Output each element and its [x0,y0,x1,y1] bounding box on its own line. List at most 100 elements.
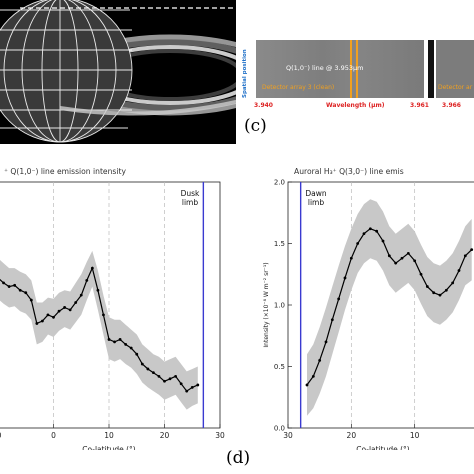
data-point [406,251,410,255]
data-point [425,285,429,288]
data-point [349,256,353,260]
data-point [438,293,442,297]
y-tick-label: 2.0 [274,179,285,187]
data-point [2,281,5,285]
spectrum-y-label: Spatial position [242,49,248,98]
data-point [444,288,448,292]
x-tick-label: 20 [347,431,357,440]
detector-array-left: Q(1,0⁻) line @ 3.953μm Detector array 3 … [256,40,424,98]
q10-line-marker-1 [350,40,352,98]
x-tick-label: 30 [215,431,225,440]
data-point [400,256,404,260]
y-tick-label: 0.0 [274,425,285,433]
data-point [413,259,417,263]
chart-dusk: ⁺ Q(1,0⁻) line emission intensity Dusklim… [0,167,225,450]
data-point [305,383,309,387]
data-point [368,227,372,231]
data-point [163,379,166,383]
limb-label: limb [308,198,324,207]
wavelength-tick-mid: 3.961 [410,102,429,109]
data-point [118,338,122,341]
data-point [102,313,105,317]
x-tick-label: 20 [160,431,170,440]
data-point [463,254,467,258]
data-point [362,232,366,236]
data-point [57,309,61,313]
spectrum-y-axis: Spatial position [242,40,252,100]
chart-title: ⁺ Q(1,0⁻) line emission intensity [4,167,126,176]
data-point [68,308,72,312]
data-point [394,261,398,265]
data-point [190,386,194,389]
data-point [470,248,474,252]
limb-label: limb [182,198,198,207]
y-tick-label: 1.0 [274,302,285,310]
x-tick-label: 30 [283,431,293,440]
data-point [157,374,161,378]
data-point [96,288,100,292]
data-point [330,318,334,322]
data-point [146,367,150,371]
detector-gap [428,40,434,98]
data-point [46,313,50,317]
data-point [35,322,39,325]
detector-array-right: Detector ar [436,40,474,98]
panel-label-d: (d) [226,448,251,468]
x-tick-label-partial: 0 [0,431,2,440]
q10-line-marker-2 [356,40,358,98]
x-tick-label: 10 [410,431,420,440]
data-point [85,279,89,282]
panel-label-c: (c) [244,116,267,136]
data-point [52,315,55,319]
data-point [90,266,94,270]
data-point [375,229,379,233]
data-point [140,362,144,366]
wavelength-tick-left: 3.940 [254,102,273,109]
data-point [432,291,436,295]
data-point [7,285,11,288]
data-point [185,389,189,393]
limb-label: Dawn [305,189,327,198]
x-tick-label: 0 [51,431,56,440]
data-point [419,272,423,276]
data-point [343,276,347,280]
detector-right-label: Detector ar [438,84,473,91]
data-point [74,301,78,304]
data-point [135,352,139,356]
data-point [113,340,116,344]
saturn-illustration [0,0,236,143]
data-point [311,374,315,378]
data-point [174,374,178,378]
data-point [29,298,33,302]
data-point [13,283,17,287]
data-point [356,242,360,245]
y-tick-label: 1.5 [274,240,285,248]
data-point [179,382,183,386]
data-point [24,291,28,295]
data-point [196,383,200,387]
data-point [168,377,172,381]
data-point [63,306,66,309]
x-axis-label: Co-latitude (°) [356,445,410,450]
wavelength-tick-right: 3.966 [442,102,461,109]
y-tick-label: 0.5 [274,363,285,371]
wavelength-axis-label: Wavelength (μm) [326,102,385,109]
saturn-image [0,0,236,144]
q10-line-label: Q(1,0⁻) line @ 3.953μm [286,64,364,72]
spectrum-panel: Spatial position Q(1,0⁻) line @ 3.953μm … [236,0,474,150]
limb-label: Dusk [181,189,200,198]
data-point [381,239,385,243]
detector-left-label: Detector array 3 (clean) [262,84,335,91]
data-point [129,346,133,350]
y-axis-label: Intensity (×10⁻⁸ W m⁻² sr⁻¹) [263,262,270,347]
data-point [457,269,461,272]
x-axis-label: Co-latitude (°) [82,445,136,450]
x-tick-label: 10 [104,431,114,440]
data-point [18,288,22,292]
data-point [318,358,322,362]
data-point [387,254,391,258]
data-point [152,371,155,375]
data-point [124,342,128,346]
data-point [79,293,83,297]
